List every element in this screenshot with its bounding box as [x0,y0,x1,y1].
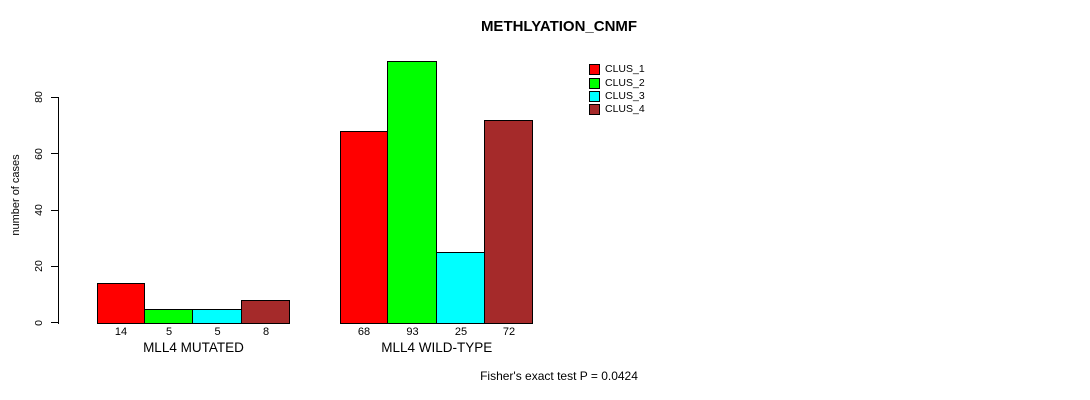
y-axis-tick [51,153,58,155]
bar-CLUS_3-mll4-mutated [192,308,242,324]
bar-CLUS_4-mll4-wild-type [484,119,533,324]
y-axis-line [58,97,59,324]
bar-value-label: 14 [114,325,128,338]
y-axis-tick-label: 20 [32,260,45,273]
legend-label: CLUS_3 [605,89,645,102]
bar-value-label: 72 [502,325,516,338]
legend-label: CLUS_4 [605,103,645,116]
y-axis-tick-label: 0 [32,319,45,326]
bar-value-label: 5 [214,325,221,338]
bar-CLUS_2-mll4-wild-type [387,60,437,324]
bar-CLUS_2-mll4-mutated [144,308,193,324]
y-axis-tick-label: 80 [32,91,45,104]
x-category-label: MLL4 MUTATED [143,340,244,355]
y-axis-tick-label: 40 [32,204,45,216]
annotation-fisher-test: Fisher's exact test P = 0.0424 [480,369,638,383]
bar-value-label: 5 [165,325,173,338]
bar-CLUS_4-mll4-mutated [241,300,290,324]
legend-label: CLUS_1 [605,63,645,76]
chart-title: METHLYATION_CNMF [480,18,638,35]
y-axis-tick [51,322,58,324]
bar-value-label: 25 [454,325,468,338]
x-category-label: MLL4 WILD-TYPE [381,340,493,355]
legend-swatch-CLUS_4 [589,104,600,116]
y-axis-label: number of cases [10,154,22,236]
y-axis-tick [51,209,58,211]
bar-CLUS_3-mll4-wild-type [436,252,485,324]
legend-swatch-CLUS_2 [589,77,600,89]
legend-swatch-CLUS_3 [589,90,600,102]
bar-value-label: 8 [262,325,270,338]
bar-value-label: 68 [357,325,371,338]
bar-CLUS_1-mll4-wild-type [340,131,388,324]
legend-swatch-CLUS_1 [589,64,600,76]
bar-CLUS_1-mll4-mutated [97,283,145,324]
legend-label: CLUS_2 [605,76,645,89]
y-axis-tick-label: 60 [32,147,45,160]
y-axis-tick [51,265,58,267]
bar-value-label: 93 [406,325,419,338]
y-axis-tick [51,96,58,98]
